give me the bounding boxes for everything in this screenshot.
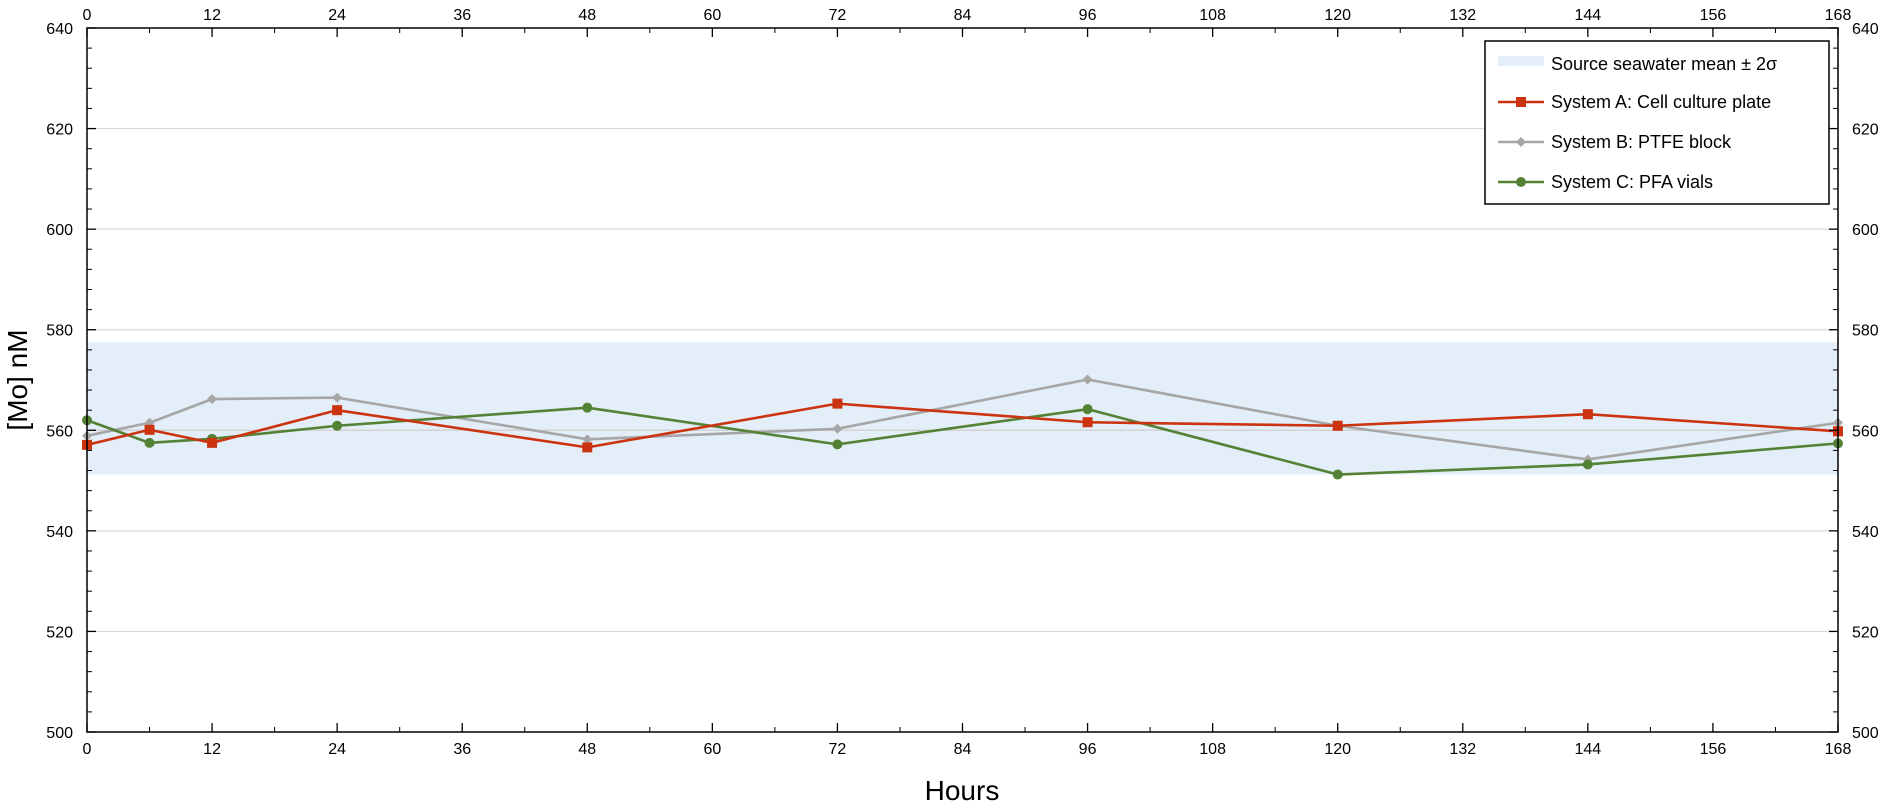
data-point xyxy=(1332,420,1343,431)
x-tick-label: 132 xyxy=(1449,741,1476,758)
data-point xyxy=(832,423,843,434)
data-point xyxy=(332,392,343,403)
data-point xyxy=(332,405,343,416)
y-tick-label: 500 xyxy=(46,725,73,742)
series-layer xyxy=(82,374,1843,480)
data-point xyxy=(207,394,218,405)
legend-label: System A: Cell culture plate xyxy=(1551,92,1771,112)
y-tick-label-right: 600 xyxy=(1852,222,1879,239)
axis-ticks: 0 0 12 12 24 24 36 36 48 48 60 60 72 72 84 84 96 96 108 108… xyxy=(46,7,1879,758)
y-tick-label: 580 xyxy=(46,323,73,340)
x-tick-label: 0 xyxy=(83,741,92,758)
x-tick-label-top: 0 xyxy=(83,7,92,24)
x-tick-label: 72 xyxy=(829,741,847,758)
data-point xyxy=(1332,469,1343,480)
data-point xyxy=(1582,459,1593,470)
x-tick-label-top: 72 xyxy=(829,7,847,24)
y-tick-label-right: 560 xyxy=(1852,423,1879,440)
x-tick-label-top: 168 xyxy=(1825,7,1852,24)
legend-label: System C: PFA vials xyxy=(1551,172,1713,192)
x-tick-label: 12 xyxy=(203,741,221,758)
series-line xyxy=(86,378,1839,461)
y-tick-label-right: 620 xyxy=(1852,122,1879,139)
legend-label: System B: PTFE block xyxy=(1551,132,1732,152)
y-axis-title: [Mo] nM xyxy=(2,329,33,430)
data-point xyxy=(582,442,593,453)
legend-box xyxy=(1484,40,1830,205)
x-tick-label-top: 48 xyxy=(578,7,596,24)
x-tick-label-top: 120 xyxy=(1324,7,1351,24)
data-point xyxy=(1082,417,1093,428)
data-point xyxy=(832,439,843,450)
data-point xyxy=(332,420,343,431)
y-tick-label-right: 640 xyxy=(1852,21,1879,38)
data-point xyxy=(1082,374,1093,385)
x-tick-label: 96 xyxy=(1079,741,1097,758)
data-point xyxy=(207,437,218,448)
y-tick-label-right: 520 xyxy=(1852,624,1879,641)
band-layer xyxy=(87,342,1838,475)
x-tick-label-top: 12 xyxy=(203,7,221,24)
legend-band-swatch xyxy=(1498,56,1544,66)
y-tick-label: 560 xyxy=(46,423,73,440)
legend-entries: System A: Cell culture plate System B: PT… xyxy=(1498,92,1771,192)
data-point xyxy=(144,437,155,448)
x-tick-label: 36 xyxy=(453,741,471,758)
x-tick-label-top: 132 xyxy=(1449,7,1476,24)
y-tick-label-right: 540 xyxy=(1852,524,1879,541)
x-tick-label-top: 84 xyxy=(954,7,972,24)
seawater-band xyxy=(87,342,1838,475)
y-tick-label: 520 xyxy=(46,624,73,641)
y-tick-label: 620 xyxy=(46,122,73,139)
legend: Source seawater mean ± 2σ System A: Cell… xyxy=(1484,40,1830,205)
data-point xyxy=(1582,409,1593,420)
x-tick-label: 156 xyxy=(1700,741,1727,758)
x-tick-label-top: 108 xyxy=(1199,7,1226,24)
x-tick-label: 60 xyxy=(703,741,721,758)
x-tick-label: 168 xyxy=(1825,741,1852,758)
x-tick-label: 144 xyxy=(1575,741,1602,758)
x-tick-label-top: 144 xyxy=(1575,7,1602,24)
legend-marker xyxy=(1516,177,1526,187)
legend-marker xyxy=(1516,137,1526,147)
series-line xyxy=(86,402,1839,449)
data-point xyxy=(832,398,843,409)
x-tick-label: 120 xyxy=(1324,741,1351,758)
y-tick-label-right: 580 xyxy=(1852,323,1879,340)
y-tick-label-right: 500 xyxy=(1852,725,1879,742)
x-tick-label-top: 24 xyxy=(328,7,346,24)
data-point xyxy=(582,402,593,413)
y-tick-label: 540 xyxy=(46,524,73,541)
y-tick-label: 600 xyxy=(46,222,73,239)
x-tick-label: 84 xyxy=(954,741,972,758)
y-tick-label: 640 xyxy=(46,21,73,38)
x-tick-label-top: 36 xyxy=(453,7,471,24)
data-point xyxy=(582,434,593,445)
legend-marker xyxy=(1516,97,1526,107)
x-tick-label-top: 156 xyxy=(1700,7,1727,24)
x-axis-title: Hours xyxy=(925,775,1000,802)
x-tick-label-top: 96 xyxy=(1079,7,1097,24)
data-point xyxy=(144,424,155,435)
data-point xyxy=(1082,404,1093,415)
x-tick-label-top: 60 xyxy=(703,7,721,24)
legend-label-band: Source seawater mean ± 2σ xyxy=(1551,54,1777,74)
x-tick-label: 24 xyxy=(328,741,346,758)
x-tick-label: 48 xyxy=(578,741,596,758)
x-tick-label: 108 xyxy=(1199,741,1226,758)
